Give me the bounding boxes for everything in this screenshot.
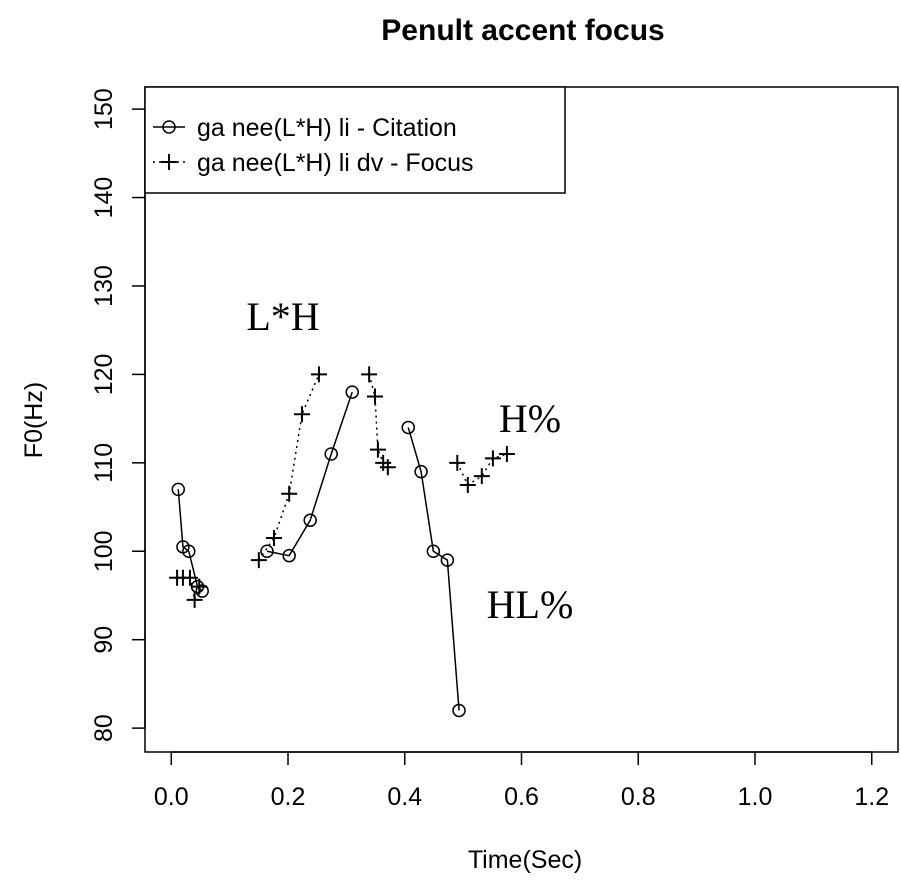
x-tick-label: 1.2 — [854, 783, 889, 811]
data-point — [181, 569, 198, 586]
y-tick-label: 80 — [90, 714, 118, 742]
data-point — [310, 366, 327, 383]
data-point — [452, 703, 466, 718]
legend-marker — [162, 120, 176, 134]
legend-marker — [161, 154, 177, 170]
data-point — [366, 388, 383, 405]
data-point — [281, 485, 298, 502]
y-tick-label: 120 — [90, 354, 118, 396]
chart-title: Penult accent focus — [381, 14, 664, 47]
data-point — [498, 445, 515, 462]
data-point — [426, 544, 441, 559]
data-point — [250, 552, 267, 569]
x-tick-label: 0.0 — [154, 783, 189, 811]
x-axis-label: Time(Sec) — [468, 846, 582, 874]
legend-label: ga nee(L*H) li - Citation — [197, 114, 457, 142]
y-tick-label: 140 — [90, 177, 118, 219]
annotation: L*H — [246, 294, 319, 339]
data-point — [440, 553, 455, 567]
data-point — [401, 420, 416, 435]
data-point — [195, 584, 209, 598]
data-point — [459, 476, 476, 493]
data-point — [282, 548, 296, 563]
series-line — [177, 374, 508, 603]
y-tick-label: 90 — [90, 626, 118, 654]
data-point — [484, 450, 501, 467]
x-tick-label: 0.8 — [621, 783, 656, 811]
data-point — [186, 591, 203, 608]
annotation: HL% — [487, 582, 574, 627]
data-point — [182, 544, 196, 559]
data-point — [345, 385, 359, 399]
x-tick-label: 0.2 — [271, 783, 306, 811]
y-tick-label: 150 — [90, 88, 118, 130]
x-tick-label: 1.0 — [738, 783, 773, 811]
x-tick-label: 0.6 — [504, 783, 539, 811]
data-point — [303, 513, 317, 528]
series-line — [177, 391, 460, 711]
data-point — [449, 454, 466, 471]
annotation: H% — [499, 396, 561, 441]
data-point — [191, 578, 208, 595]
data-point — [294, 406, 311, 423]
x-tick-label: 0.4 — [387, 783, 422, 811]
y-tick-label: 100 — [90, 530, 118, 572]
legend-box — [144, 86, 566, 194]
data-point — [361, 366, 378, 383]
y-tick-label: 130 — [90, 265, 118, 307]
data-point — [260, 544, 274, 559]
legend-label: ga nee(L*H) li dv - Focus — [197, 149, 474, 177]
y-axis-label: F0(Hz) — [20, 382, 48, 458]
data-point — [414, 464, 428, 479]
data-point — [324, 447, 338, 461]
data-point — [379, 459, 396, 476]
data-point — [369, 441, 386, 458]
y-tick-label: 110 — [90, 443, 118, 483]
data-point — [266, 529, 283, 546]
data-point — [473, 468, 490, 485]
data-point — [171, 482, 186, 497]
